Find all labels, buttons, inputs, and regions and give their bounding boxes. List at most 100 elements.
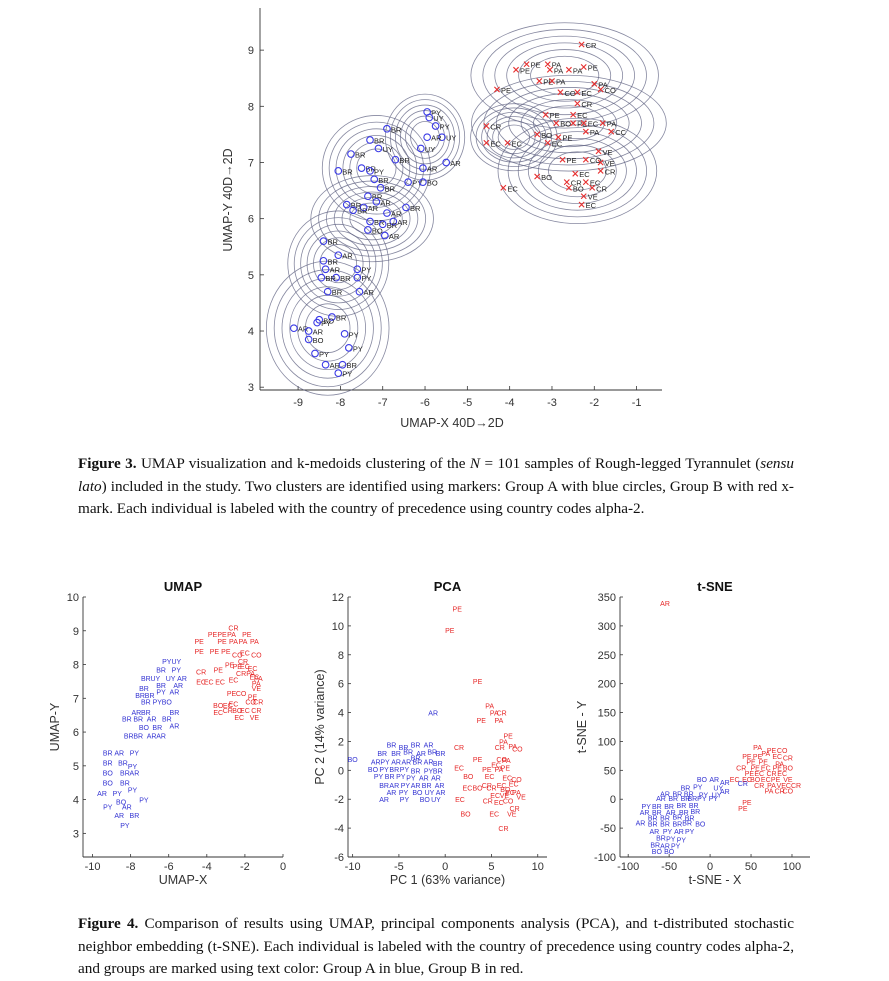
group-b-point-label: CO [777,748,788,755]
group-b-point-label: PA [494,718,503,725]
group-a-point-label: PY [424,768,434,775]
group-b-point-label: CR [510,806,520,813]
group-b-point-label: PA [494,767,503,774]
group-b-point-label: CR [196,669,206,676]
group-a-circle-marker [345,344,353,352]
group-b-x-marker [595,148,602,155]
figure-3-contour-line [405,115,445,159]
group-b-x-marker [580,120,587,127]
group-b-point-label: PA [227,632,236,639]
group-a-point-label: PY [139,798,149,805]
panel-x-tick-label: 50 [745,861,757,873]
group-a-point-label: BR [103,760,113,767]
group-a-circle-marker [438,133,446,142]
group-a-point-label: AR [660,843,670,850]
group-a-point-label: PY [642,804,652,811]
group-a-country-label: AR [313,328,324,337]
group-b-point-label: PE [473,757,483,764]
group-a-point-label: BR [685,816,695,823]
group-b-x-marker [582,179,589,186]
figure-3-contour-line [518,49,612,102]
group-b-x-marker [597,159,604,166]
group-b-country-label: EC [590,179,601,188]
group-b-point-label: PA [485,703,494,710]
group-b-x-marker [580,63,587,70]
panel-y-axis-label: UMAP-Y [48,702,62,751]
group-b-country-label: BO [541,173,552,182]
group-b-country-label: PE [501,86,511,95]
group-b-x-marker [565,66,572,73]
group-b-point-label: CR [498,826,508,833]
group-b-country-label: VE [588,193,598,202]
group-a-point-label: PY [172,668,182,675]
group-b-country-label: EC [512,139,523,148]
group-a-circle-marker [366,217,374,226]
group-b-point-label: CO [496,757,507,764]
group-a-point-label: CR [738,781,748,788]
group-b-point-label: CR [486,786,496,793]
group-a-point-label: BR [120,771,130,778]
group-b-point-label: CR [783,756,793,763]
group-a-point-label: AR [666,810,676,817]
group-a-point-label: UY [425,790,435,797]
figure-3-contour-line [293,217,383,310]
group-b-country-label: PA [556,78,565,87]
group-a-point-label: PY [709,796,719,803]
figure-3-contour-line [318,180,427,257]
group-b-point-label: PE [742,754,752,761]
group-b-point-label: BO [783,765,794,772]
panel-x-axis-label: PC 1 (63% variance) [390,873,505,887]
panel-title: t-SNE [697,579,733,594]
group-a-circle-marker [376,183,385,192]
group-a-point-label: BR [660,821,670,828]
group-a-country-label: BR [336,313,347,322]
figure-3-y-tick-label: 8 [248,101,254,113]
panel-title: UMAP [164,579,203,594]
panel-x-tick-label: -100 [617,861,639,873]
group-a-point-label: BR [403,750,413,757]
group-b-point-label: CR [495,745,505,752]
group-a-circle-marker [374,144,383,153]
group-b-point-label: PE [750,765,760,772]
group-b-x-marker [565,184,572,191]
group-a-point-label: AR [419,776,429,783]
group-a-country-label: BR [366,165,377,174]
figure-3-contour-line [300,223,377,304]
figure-3-contour-line [390,99,461,176]
group-a-point-label: BR [664,804,674,811]
group-b-x-marker [578,41,585,48]
group-a-point-label: AR [173,683,183,690]
group-a-point-label: BR [133,717,143,724]
figure-3-contour-line [475,107,553,167]
panel-y-tick-label: -4 [334,823,344,835]
group-b-point-label: PA [252,681,261,688]
group-a-country-label: AR [330,266,341,275]
group-a-point-label: BO [162,700,173,707]
group-a-point-label: AR [428,711,438,718]
group-b-point-label: EC [489,812,499,819]
group-b-point-label: EC [234,715,244,722]
group-a-point-label: BR [689,803,699,810]
group-b-country-label: PE [531,61,541,70]
figure-3-contour-line [507,124,648,218]
group-a-circle-marker [366,136,374,144]
group-a-country-label: BR [342,167,353,176]
panel-x-tick-label: -10 [85,861,101,873]
group-b-point-label: CO [512,747,523,754]
group-a-point-label: AR [656,796,666,803]
group-a-point-label: BR [681,786,691,793]
group-b-x-marker [548,78,555,85]
group-b-point-label: EC [215,679,225,686]
panel-y-tick-label: 7 [73,693,79,705]
panel-y-axis-label: t-SNE - Y [575,700,589,753]
group-b-point-label: PE [248,695,258,702]
panel-y-tick-label: 100 [598,736,616,748]
figure-3-contour-line [289,286,367,371]
figure-3-contour-line [470,103,558,172]
group-b-point-label: CR [454,745,464,752]
figure-4-label: Figure 4. [78,915,139,932]
group-b-point-label: EC [229,678,239,685]
group-b-point-label: CO [245,700,256,707]
group-a-point-label: PY [128,787,138,794]
